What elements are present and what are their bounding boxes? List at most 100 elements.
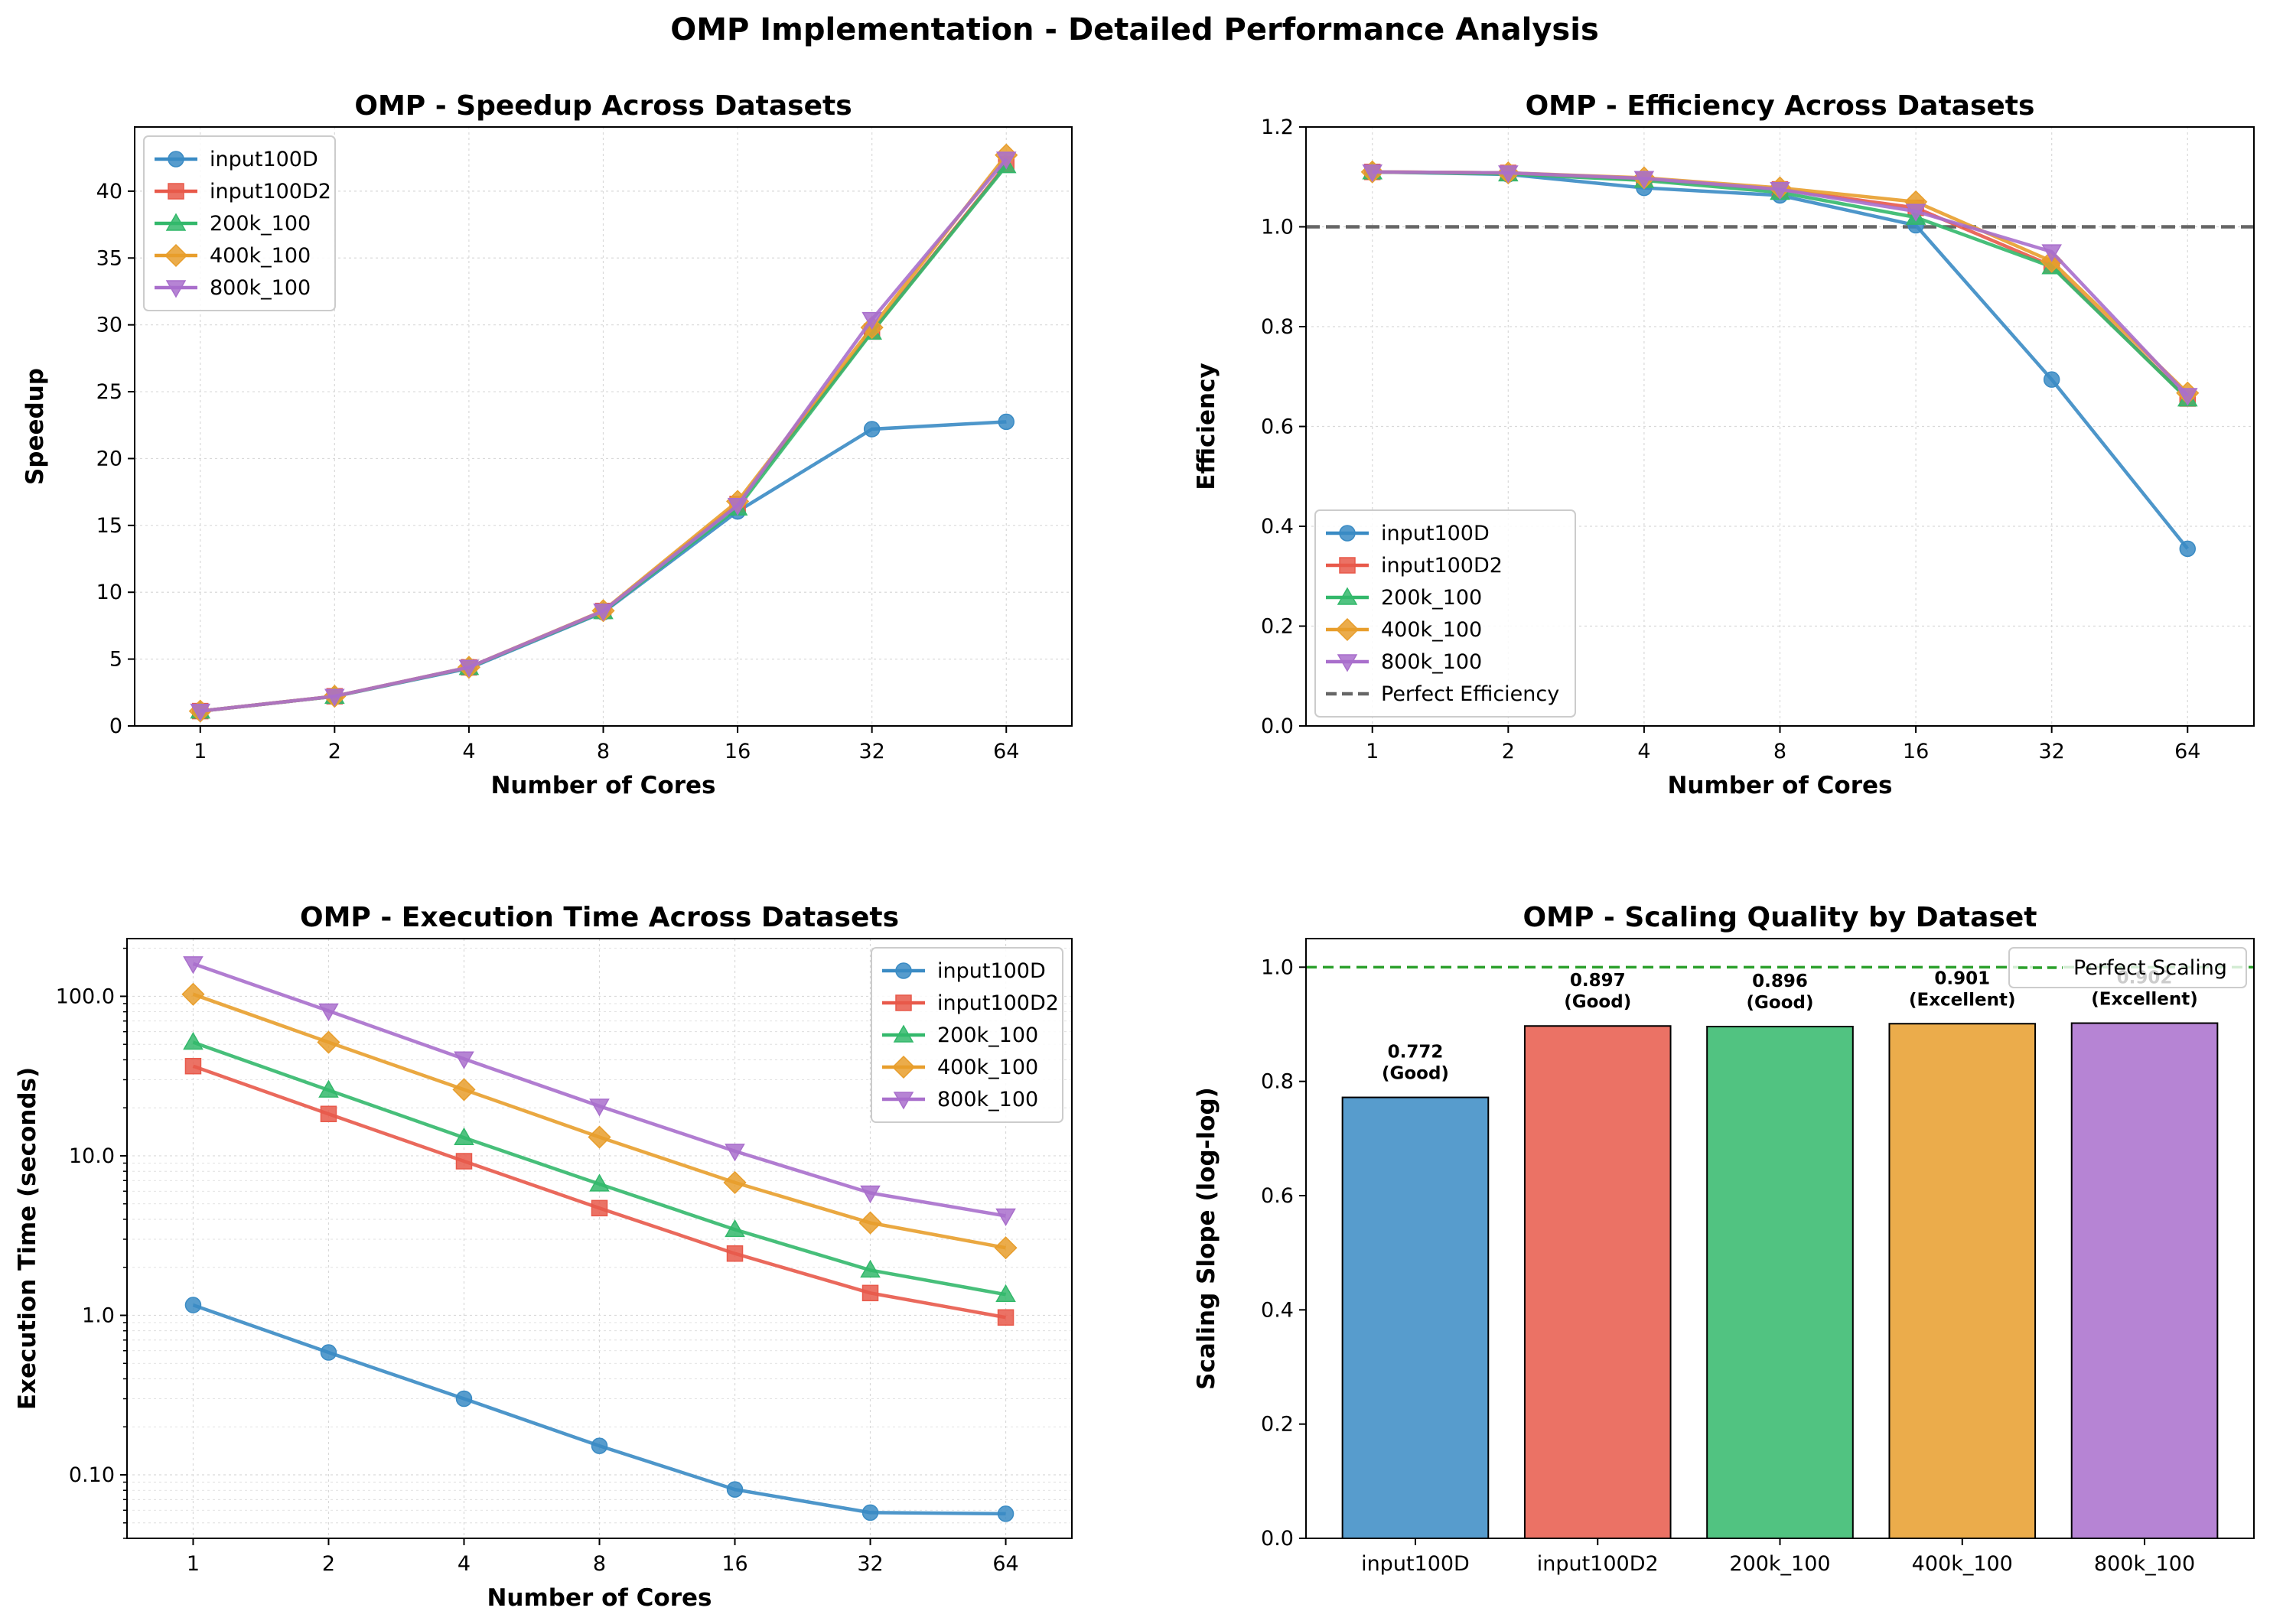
x-tick-label: 8 — [593, 1552, 606, 1576]
data-point-800k-100 — [1362, 164, 1383, 183]
y-tick-label: 0.2 — [1261, 1413, 1294, 1437]
y-tick-label: 0.0 — [1261, 1527, 1294, 1551]
data-point-200k-100 — [454, 1127, 474, 1145]
x-tick-label: 200k_100 — [1729, 1552, 1830, 1576]
data-point-400k-100 — [588, 1125, 611, 1149]
y-tick-label: 0.8 — [1261, 1070, 1294, 1094]
legend-marker — [893, 1024, 914, 1043]
y-tick-label: 0.4 — [1261, 1298, 1294, 1322]
legend-item-400k-100: 400k_100 — [1326, 617, 1482, 642]
grid — [127, 939, 1072, 1539]
x-tick-label: 8 — [597, 740, 610, 763]
bar-200k-100 — [1706, 1025, 1854, 1539]
legend: input100D input100D2 200k_100 400k_100 800k_… — [871, 947, 1063, 1123]
data-point-800k-100 — [725, 1144, 745, 1162]
y-axis-label: Efficiency — [1193, 363, 1220, 490]
y-axis-label: Execution Time (seconds) — [14, 1067, 41, 1410]
y-tick-label: 0.8 — [1261, 315, 1294, 339]
legend-item-200k-100: 200k_100 — [155, 212, 311, 236]
legend-marker — [1339, 525, 1356, 542]
legend-label: input100D2 — [937, 991, 1059, 1015]
data-point-input100d — [591, 1437, 608, 1454]
data-point-800k-100 — [861, 311, 882, 330]
data-point-200k-100 — [589, 1173, 610, 1192]
data-point-input100d — [2179, 540, 2197, 558]
data-point-input100d — [863, 421, 881, 438]
series-800k-100 — [1362, 164, 2198, 406]
x-tick-label: 32 — [857, 1552, 883, 1576]
data-point-200k-100 — [860, 1259, 881, 1278]
legend-label: input100D — [210, 148, 318, 171]
legend-label: Perfect Scaling — [2073, 956, 2227, 980]
legend-item-input100d2: input100D2 — [155, 180, 331, 203]
legend-item-200k-100: 200k_100 — [882, 1024, 1038, 1047]
data-point-200k-100 — [183, 1032, 204, 1050]
x-tick-label: 64 — [2174, 740, 2200, 763]
series-800k-100 — [190, 151, 1017, 722]
legend-marker — [893, 1092, 914, 1110]
data-point-input100d — [184, 1297, 202, 1313]
data-point-400k-100 — [181, 982, 205, 1006]
bar-input100d — [1341, 1096, 1490, 1540]
bar-400k-100 — [1888, 1023, 2037, 1539]
y-axis-label: Speedup — [21, 368, 49, 485]
y-tick-label: 25 — [96, 380, 122, 404]
data-point-200k-100 — [318, 1079, 339, 1098]
legend: input100D input100D2 200k_100 400k_100 800k_… — [1314, 509, 1576, 718]
data-point-800k-100 — [589, 1098, 610, 1117]
data-point-400k-100 — [994, 1236, 1018, 1260]
data-point-800k-100 — [2177, 388, 2198, 406]
data-point-800k-100 — [1498, 165, 1519, 184]
chart-title: OMP - Scaling Quality by Dataset — [1523, 902, 2037, 933]
legend-label: 400k_100 — [1381, 618, 1482, 642]
data-point-input100d2 — [726, 1245, 744, 1262]
x-tick-label: 4 — [458, 1552, 471, 1576]
y-tick-label: 1.0 — [1261, 216, 1294, 239]
data-point-input100d — [2043, 371, 2060, 388]
legend-item-200k-100: 200k_100 — [1326, 586, 1482, 610]
speedup-chart: 1 2 4 8 16 32 64 0 5 10 15 20 25 30 35 40 OMP - Speedup … — [21, 90, 1073, 799]
bar-value-label: 0.772 — [1388, 1043, 1444, 1063]
y-tick-label: 5 — [109, 648, 122, 672]
y-tick-label: 10 — [96, 581, 122, 604]
x-tick-label: 2 — [1502, 740, 1515, 763]
data-point-input100d — [997, 1505, 1014, 1522]
plot-frame — [134, 126, 1073, 727]
data-point-800k-100 — [318, 1003, 339, 1022]
legend-marker — [1339, 557, 1356, 574]
series-200k-100 — [183, 1032, 1016, 1303]
y-tick-label: 0.2 — [1261, 615, 1294, 639]
x-tick-label: 800k_100 — [2094, 1552, 2195, 1576]
legend-item-400k-100: 400k_100 — [155, 243, 311, 268]
x-axis-label: Number of Cores — [487, 1584, 712, 1612]
legend-label: 800k_100 — [1381, 650, 1482, 674]
data-point-input100d — [320, 1344, 337, 1361]
bar-quality-label: (Good) — [1564, 992, 1631, 1012]
x-axis-label: Number of Cores — [1667, 772, 1892, 799]
y-axis-label: Scaling Slope (log-log) — [1193, 1087, 1220, 1390]
series-line-200k-100 — [1372, 170, 2189, 401]
legend-marker — [165, 280, 187, 298]
data-point-800k-100 — [995, 1208, 1016, 1227]
legend-item-input100d: input100D — [882, 959, 1046, 983]
legend-box — [871, 947, 1063, 1123]
legend: Perfect Scaling — [2008, 947, 2247, 988]
x-tick-label: 8 — [1773, 740, 1786, 763]
legend-label: input100D — [1381, 522, 1490, 545]
legend-marker — [895, 962, 912, 979]
x-tick-label: 16 — [1903, 740, 1929, 763]
y-tick-label: 1.2 — [1261, 116, 1294, 139]
x-axis-label: Number of Cores — [490, 772, 715, 799]
legend-box — [143, 135, 336, 311]
bar-value-label: 0.896 — [1752, 971, 1808, 991]
data-point-800k-100 — [860, 1185, 881, 1204]
series-400k-100 — [181, 982, 1018, 1260]
y-tick-label: 15 — [96, 514, 122, 538]
data-point-200k-100 — [995, 1284, 1016, 1303]
data-point-input100d — [998, 413, 1014, 431]
y-tick-label: 40 — [96, 180, 122, 203]
chart-title: OMP - Execution Time Across Datasets — [300, 902, 899, 933]
series-input100d — [184, 1297, 1014, 1522]
legend-item-800k-100: 800k_100 — [1326, 650, 1482, 674]
legend-label: input100D2 — [1381, 554, 1503, 578]
